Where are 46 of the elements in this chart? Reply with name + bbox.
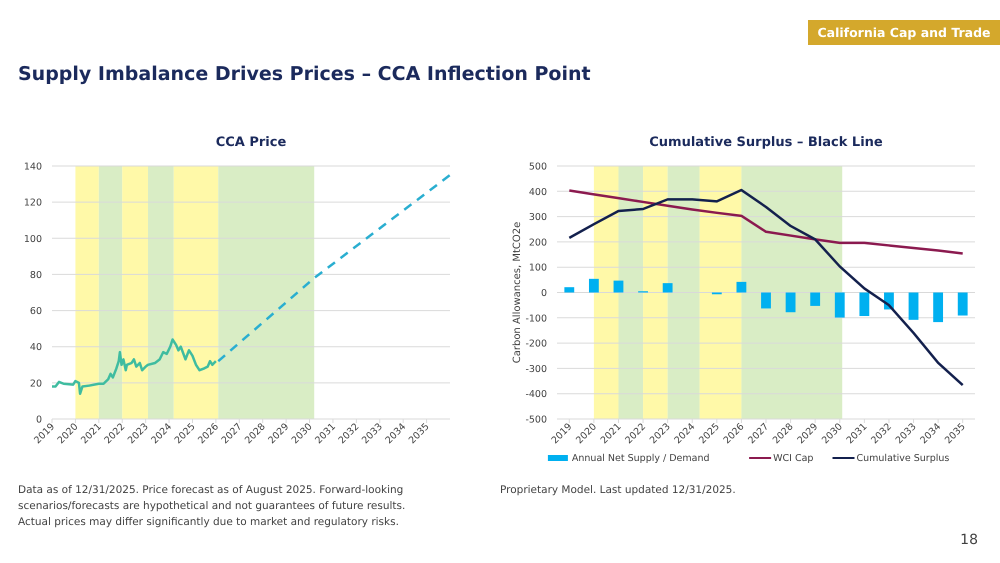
y-tick-label: 80 xyxy=(30,270,42,281)
text: Data as of 12/31/2025. Price forecast as of August 2025. Forward-looking scenarios/forecasts are hypothetical and not guarantees of future results. Actual prices may differ significantly due to market and regulatory risks. xyxy=(18,484,406,528)
bar xyxy=(810,292,820,306)
y-tick-label: 100 xyxy=(24,234,42,245)
bar xyxy=(761,292,771,308)
bar xyxy=(662,283,673,292)
bar xyxy=(786,292,796,312)
bar xyxy=(564,287,574,292)
text: Supply Imbalance Drives Prices – CCA Inflection Point xyxy=(18,63,591,85)
y-tick-label: 400 xyxy=(528,186,547,198)
y-tick-label: 0 xyxy=(540,288,547,299)
legend-label: Annual Net Supply / Demand xyxy=(572,453,710,464)
y-tick-label: 200 xyxy=(528,237,547,248)
y-tick-label: -100 xyxy=(525,313,547,324)
chart-title: CCA Price xyxy=(216,135,286,150)
bar xyxy=(859,292,870,316)
y-tick-label: -400 xyxy=(525,389,547,400)
y-tick-label: 300 xyxy=(528,212,547,224)
bar xyxy=(614,280,624,292)
text: Proprietary Model. Last updated 12/31/2025. xyxy=(500,484,736,496)
legend-label: WCI Cap xyxy=(773,453,814,464)
y-tick-label: 0 xyxy=(36,414,42,426)
y-tick-label: 120 xyxy=(24,198,42,209)
bar xyxy=(834,292,845,318)
text: 18 xyxy=(960,532,978,548)
y-tick-label: 140 xyxy=(24,162,42,172)
bar xyxy=(958,292,968,316)
chart-title: Cumulative Surplus – Black Line xyxy=(649,135,883,150)
y-tick-label: -500 xyxy=(525,414,547,426)
y-tick-label: -300 xyxy=(525,364,547,375)
line-series xyxy=(568,189,964,255)
y-axis-title: Carbon Allowances, MtCO2e xyxy=(512,222,523,364)
line-series xyxy=(50,338,218,395)
bar xyxy=(933,292,944,322)
bar xyxy=(736,282,746,292)
y-tick-label: -200 xyxy=(525,338,547,350)
text: California Cap and Trade xyxy=(817,25,991,40)
legend-label: Cumulative Surplus xyxy=(856,453,950,464)
line-series xyxy=(568,188,964,386)
bar xyxy=(908,292,918,320)
y-tick-label: 500 xyxy=(528,162,547,172)
y-tick-label: 60 xyxy=(30,306,42,318)
bar xyxy=(588,278,599,292)
y-tick-label: 20 xyxy=(30,378,42,390)
y-tick-label: 40 xyxy=(30,342,42,354)
y-tick-label: 100 xyxy=(528,262,547,274)
